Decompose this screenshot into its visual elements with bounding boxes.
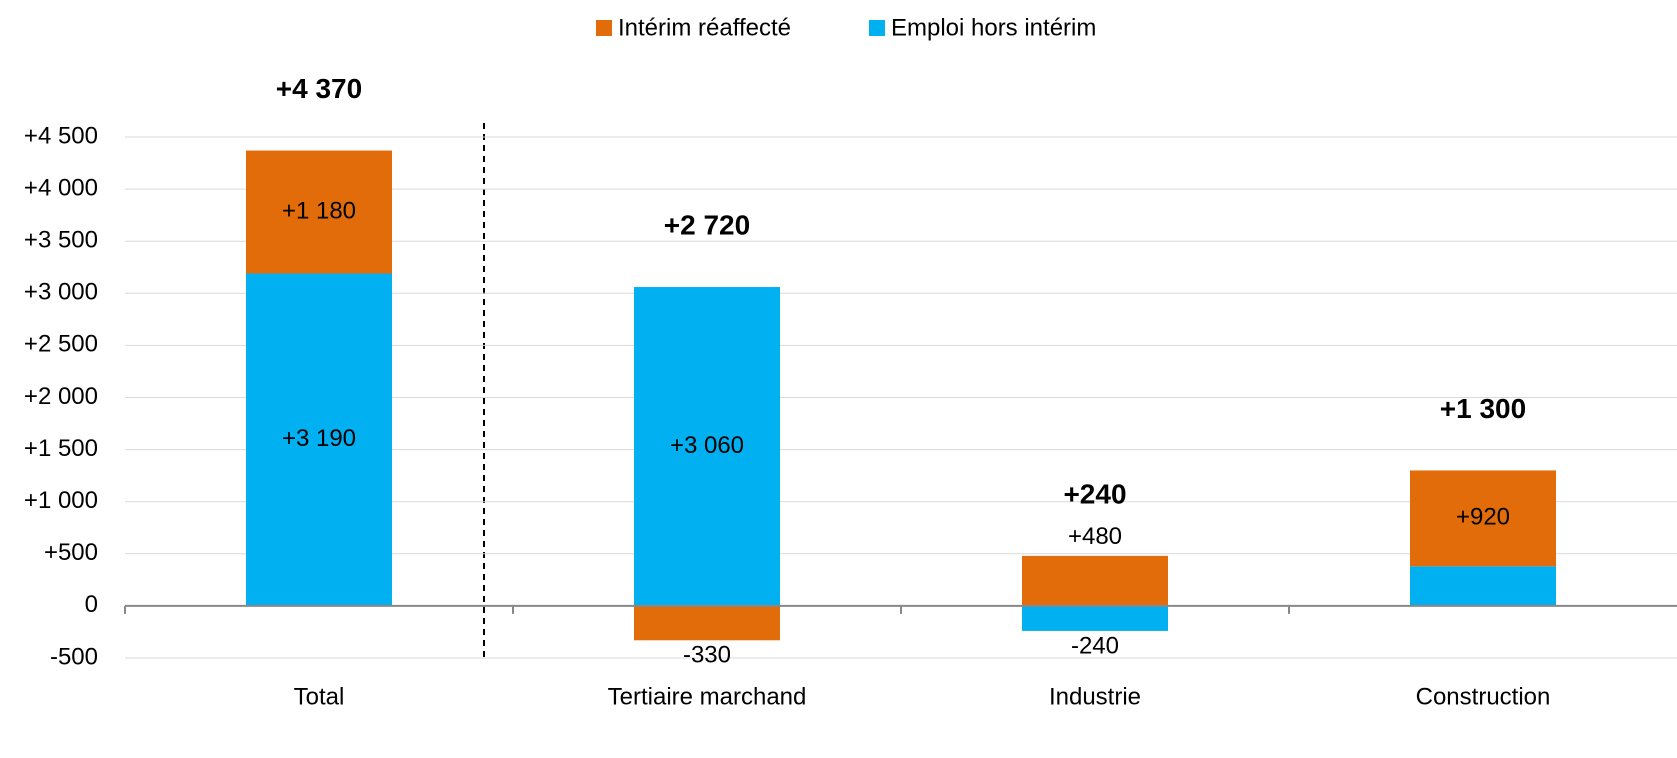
value-label: -330	[683, 642, 731, 669]
total-label: +2 720	[664, 209, 750, 240]
y-tick-label: +4 500	[24, 122, 98, 149]
x-tick-label: Industrie	[1049, 683, 1141, 710]
y-tick-label: +2 500	[24, 331, 98, 358]
value-label: +3 190	[282, 425, 356, 452]
bar-segment	[1022, 555, 1168, 606]
y-tick-label: +500	[44, 539, 98, 566]
value-label: +480	[1068, 523, 1122, 550]
bar-segment	[634, 287, 780, 606]
bar-segment	[634, 605, 780, 641]
bar-segment	[1022, 605, 1168, 631]
y-tick-label: 0	[85, 591, 98, 618]
legend-swatch	[868, 20, 885, 36]
value-label: +920	[1456, 504, 1510, 531]
y-tick-label: +1 000	[24, 487, 98, 514]
y-tick-label: +3 000	[24, 279, 98, 306]
legend-swatch	[596, 20, 612, 36]
y-tick-label: +1 500	[24, 435, 98, 462]
bar-segment	[246, 273, 392, 606]
bar-segment	[1410, 566, 1556, 606]
x-tick-label: Construction	[1416, 683, 1551, 710]
value-label: -240	[1071, 632, 1119, 659]
value-label: +1 180	[282, 197, 356, 224]
bar-segment	[246, 150, 392, 274]
y-tick-label: +4 000	[24, 174, 98, 201]
total-label: +4 370	[276, 73, 362, 104]
y-tick-label: +2 000	[24, 383, 98, 410]
y-tick-label: +3 500	[24, 227, 98, 254]
bar-segment	[1410, 470, 1556, 567]
x-tick-label: Tertiaire marchand	[608, 683, 807, 710]
x-tick-label: Total	[294, 683, 345, 710]
legend-label: Intérim réaffecté	[618, 14, 791, 41]
legend-label: Emploi hors intérim	[891, 14, 1096, 41]
total-label: +240	[1063, 478, 1126, 509]
total-label: +1 300	[1440, 393, 1526, 424]
value-label: +3 060	[670, 432, 744, 459]
y-tick-label: -500	[50, 643, 98, 670]
